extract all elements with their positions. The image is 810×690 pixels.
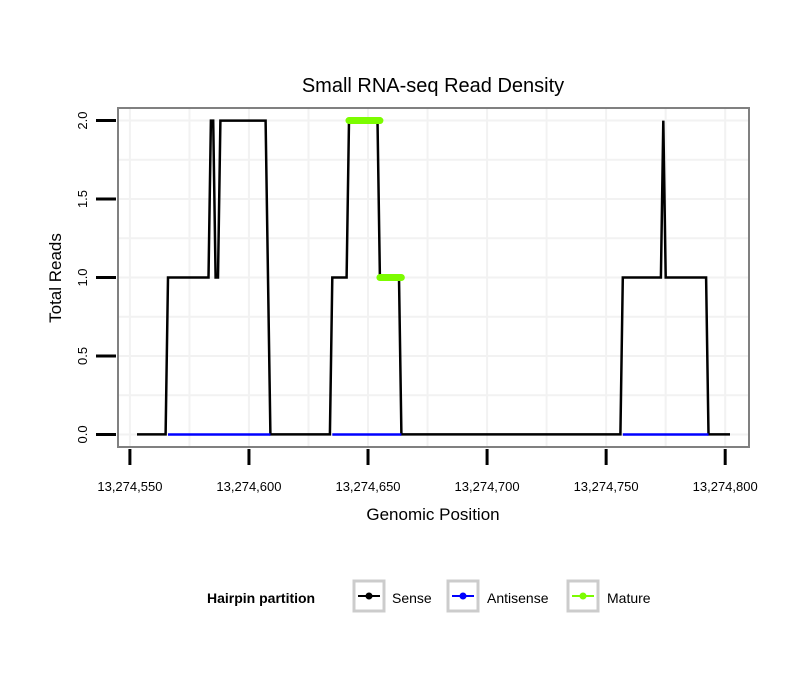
legend-label: Mature	[607, 590, 651, 606]
legend-key-point	[459, 592, 467, 600]
y-tick-label: 1.5	[75, 190, 90, 208]
x-tick-label: 13,274,550	[97, 479, 162, 494]
x-tick-label: 13,274,800	[693, 479, 758, 494]
legend-title: Hairpin partition	[207, 590, 315, 606]
y-axis-title: Total Reads	[46, 233, 65, 323]
y-tick-label: 2.0	[75, 112, 90, 130]
plot-panel	[117, 107, 750, 448]
legend-item-sense: Sense	[352, 579, 432, 613]
panel-border	[117, 107, 750, 448]
x-axis-title: Genomic Position	[366, 505, 499, 524]
x-tick-label: 13,274,600	[216, 479, 281, 494]
legend-key-point	[579, 592, 587, 600]
x-tick-label: 13,274,750	[574, 479, 639, 494]
series-line-sense	[137, 119, 730, 436]
y-axis: 0.0 0.5 1.0 1.5 2.0	[75, 112, 116, 443]
x-tick-label: 13,274,700	[455, 479, 520, 494]
x-axis: 13,274,550 13,274,600 13,274,650 13,274,700…	[97, 449, 758, 494]
chart-title: Small RNA-seq Read Density	[302, 75, 564, 97]
legend: Hairpin partition Sense Antisense Mature	[207, 579, 651, 613]
legend-key-point	[365, 592, 373, 600]
legend-label: Sense	[392, 590, 432, 606]
series-layer	[137, 117, 730, 436]
legend-item-mature: Mature	[566, 579, 651, 613]
y-tick-label: 0.5	[75, 347, 90, 365]
legend-item-antisense: Antisense	[446, 579, 549, 613]
y-tick-label: 0.0	[75, 425, 90, 443]
x-tick-label: 13,274,650	[335, 479, 400, 494]
legend-label: Antisense	[487, 590, 549, 606]
y-tick-label: 1.0	[75, 268, 90, 286]
